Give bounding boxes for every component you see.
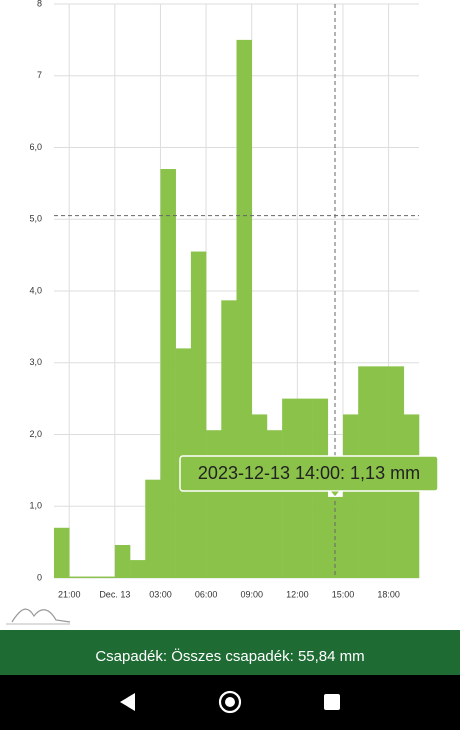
bar (251, 414, 268, 578)
y-tick-label: 4,0 (29, 285, 42, 295)
x-tick-label: 15:00 (332, 589, 355, 599)
y-tick-label: 3,0 (29, 357, 42, 367)
bar (145, 479, 161, 578)
y-tick-label: 2,0 (29, 429, 42, 439)
x-tick-label: 03:00 (149, 589, 172, 599)
y-tick-label: 6,0 (29, 142, 42, 152)
y-tick-label: 8 (37, 0, 42, 8)
x-tick-label: 09:00 (240, 589, 263, 599)
footer-bar (0, 630, 460, 675)
bar (266, 430, 283, 578)
bar (160, 169, 176, 578)
nav-home[interactable] (218, 690, 242, 714)
bar (99, 576, 116, 578)
tooltip-pointer (328, 490, 342, 498)
x-tick-label: 18:00 (377, 589, 400, 599)
bar (54, 527, 70, 578)
footer-text: Csapadék: Összes csapadék: 55,84 mm (95, 647, 364, 665)
bar (342, 414, 359, 578)
bar (327, 496, 344, 578)
tooltip-box (179, 455, 439, 492)
bar (114, 544, 131, 578)
y-tick-label: 0 (37, 572, 42, 582)
y-tick-label: 1,0 (29, 501, 42, 511)
bar (236, 39, 253, 578)
y-tick-label: 7 (37, 70, 42, 80)
app-logo (11, 608, 71, 623)
plot-layer: 0 1,0 2,0 3,0 4,0 5,0 6,0 7 8 21:00 Dec. 13 03:00 06… (29, 0, 420, 599)
bar (190, 251, 207, 578)
bar (206, 430, 222, 578)
x-tick-label: 21:00 (58, 589, 81, 599)
x-tick-label: Dec. 13 (99, 589, 130, 599)
nav-back[interactable] (120, 693, 135, 711)
x-tick-label: 06:00 (195, 589, 218, 599)
nav-home-dot (225, 697, 235, 707)
nav-recent[interactable] (324, 694, 340, 710)
x-tick-label: 12:00 (286, 589, 309, 599)
bar (130, 560, 146, 578)
bar (221, 300, 237, 578)
tooltip: 2023-12-13 14:00: 1,13 mm (179, 455, 439, 498)
tooltip-text: 2023-12-13 14:00: 1,13 mm (198, 463, 420, 483)
bar (69, 576, 85, 578)
bar (403, 414, 420, 578)
bar (84, 576, 100, 578)
y-tick-label: 5,0 (29, 214, 42, 224)
